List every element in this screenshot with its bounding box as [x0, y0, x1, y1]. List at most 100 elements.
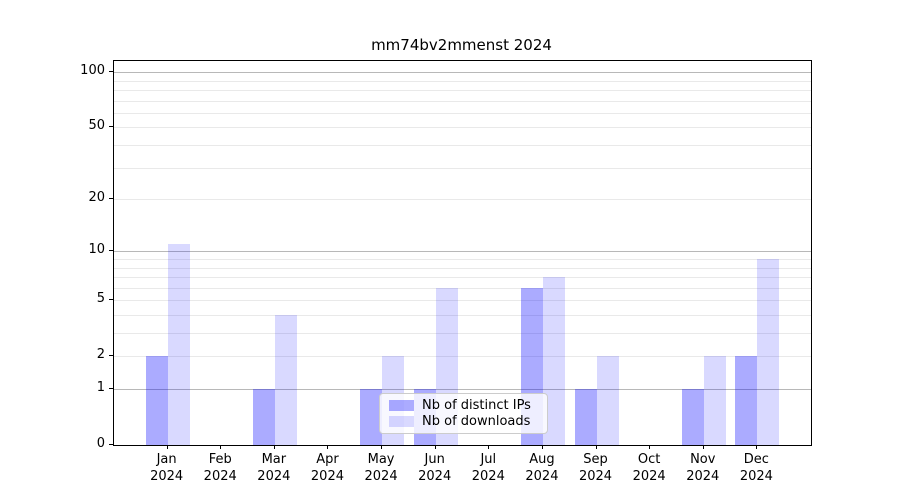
minor-gridline [114, 145, 811, 147]
minor-gridline [114, 199, 811, 201]
x-tick-month: Dec [743, 452, 769, 467]
x-tick-label: Dec 2024 [728, 451, 784, 485]
y-tick-mark [109, 388, 113, 389]
y-tick-mark [109, 198, 113, 200]
legend: Nb of distinct IPs Nb of downloads [379, 393, 548, 434]
minor-gridline [114, 333, 811, 335]
y-tick-label: 100 [80, 63, 105, 79]
y-tick-mark [109, 126, 113, 128]
x-tick-label: Jan 2024 [139, 451, 195, 485]
x-tick-year: 2024 [150, 469, 184, 484]
legend-swatch-icon [389, 400, 414, 411]
y-tick-label: 10 [88, 242, 105, 258]
y-tick-label: 1 [96, 380, 105, 395]
x-tick-year: 2024 [525, 469, 559, 484]
minor-gridline [114, 300, 811, 302]
x-tick-label: Oct 2024 [621, 451, 677, 485]
major-gridline [114, 389, 811, 390]
y-tick-mark [109, 355, 113, 357]
x-tick-month: Jan [156, 452, 177, 467]
x-tick-mark [273, 445, 275, 449]
x-tick-month: Nov [690, 452, 716, 467]
bar-nb-of-distinct-ips-dec [735, 356, 758, 445]
bar-nb-of-downloads-dec [757, 259, 780, 445]
x-tick-mark [381, 445, 383, 449]
minor-gridline [114, 100, 811, 102]
bar-nb-of-distinct-ips-nov [681, 389, 704, 445]
y-tick-label: 20 [88, 190, 105, 206]
minor-gridline [114, 267, 811, 269]
bar-nb-of-downloads-jan [167, 244, 190, 445]
bar-nb-of-distinct-ips-may [360, 389, 383, 445]
y-tick-label: 0 [96, 436, 105, 451]
minor-gridline [114, 314, 811, 316]
x-tick-year: 2024 [418, 469, 452, 484]
chart-title: mm74bv2mmenst 2024 [371, 36, 552, 54]
x-tick-mark [166, 445, 168, 449]
major-gridline [114, 251, 811, 253]
x-tick-label: Jun 2024 [407, 451, 463, 485]
x-tick-label: Jul 2024 [460, 451, 516, 485]
legend-label: Nb of downloads [422, 414, 531, 429]
x-tick-month: Sep [583, 452, 608, 467]
minor-gridline [114, 356, 811, 358]
x-tick-mark [702, 445, 704, 449]
y-tick-mark [109, 250, 113, 252]
x-tick-label: May 2024 [353, 451, 409, 485]
minor-gridline [114, 127, 811, 129]
y-tick-mark [109, 299, 113, 301]
legend-item: Nb of downloads [389, 414, 538, 429]
x-tick-label: Mar 2024 [246, 451, 302, 485]
x-tick-label: Feb 2024 [192, 451, 248, 485]
legend-item: Nb of distinct IPs [389, 398, 538, 413]
x-tick-month: Aug [529, 452, 555, 467]
x-tick-mark [327, 445, 329, 449]
minor-gridline [114, 277, 811, 279]
y-tick-mark [109, 71, 113, 73]
x-tick-month: Jul [480, 452, 497, 467]
x-tick-year: 2024 [686, 469, 720, 484]
bar-nb-of-downloads-aug [542, 277, 565, 445]
x-tick-year: 2024 [578, 469, 613, 484]
x-tick-label: Aug 2024 [514, 451, 570, 485]
y-tick-label: 5 [96, 291, 105, 307]
minor-gridline [114, 80, 811, 82]
x-tick-mark [541, 445, 543, 449]
bar-nb-of-downloads-nov [703, 356, 726, 445]
x-tick-month: Mar [261, 452, 287, 467]
bar-nb-of-downloads-mar [274, 314, 297, 445]
x-tick-label: Sep 2024 [568, 451, 624, 485]
x-tick-year: 2024 [364, 469, 398, 484]
x-tick-year: 2024 [203, 469, 237, 484]
y-tick-label: 2 [96, 347, 105, 363]
x-tick-label: Nov 2024 [675, 451, 731, 485]
major-gridline [114, 72, 811, 74]
legend-swatch-icon [389, 416, 414, 427]
x-tick-year: 2024 [310, 469, 344, 484]
x-tick-month: May [367, 452, 395, 467]
x-tick-month: Feb [208, 452, 232, 467]
x-tick-month: Apr [316, 452, 339, 467]
minor-gridline [114, 90, 811, 92]
x-tick-mark [649, 445, 651, 449]
bar-nb-of-distinct-ips-mar [252, 389, 275, 445]
y-tick-mark [109, 444, 113, 445]
plot-area [113, 60, 812, 446]
bar-nb-of-distinct-ips-sep [574, 389, 597, 445]
minor-gridline [114, 167, 811, 169]
x-tick-mark [434, 445, 436, 449]
bar-nb-of-distinct-ips-jan [145, 356, 168, 445]
minor-gridline [114, 259, 811, 260]
x-tick-mark [488, 445, 490, 449]
minor-gridline [114, 112, 811, 114]
x-tick-year: 2024 [471, 469, 505, 484]
x-tick-label: Apr 2024 [299, 451, 355, 485]
x-tick-mark [756, 445, 758, 449]
x-tick-month: Oct [637, 452, 661, 467]
x-tick-mark [220, 445, 222, 449]
x-tick-year: 2024 [632, 469, 666, 484]
x-tick-month: Jun [424, 452, 445, 467]
x-tick-mark [595, 445, 597, 449]
minor-gridline [114, 287, 811, 289]
